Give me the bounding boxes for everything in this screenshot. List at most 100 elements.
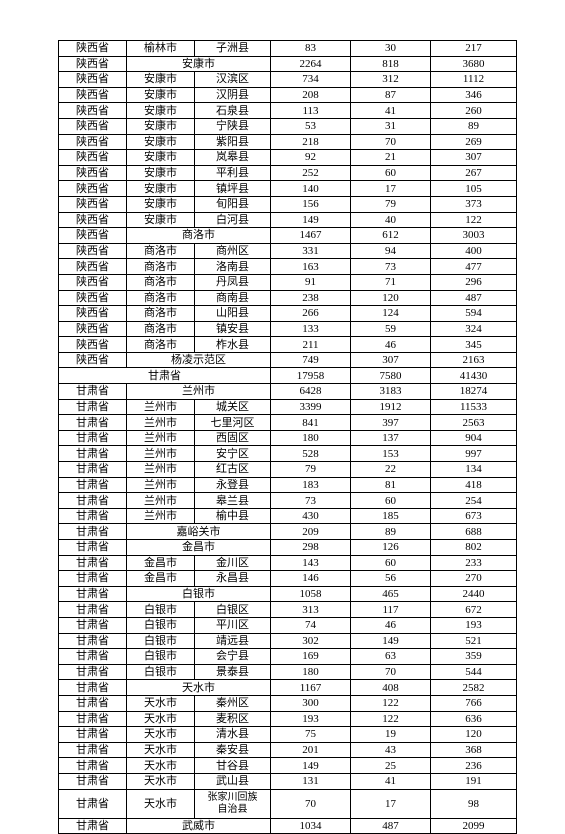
value-cell: 487 [431, 290, 517, 306]
county-cell: 甘谷县 [195, 758, 271, 774]
city-cell: 天水市 [127, 742, 195, 758]
table-row: 陕西省安康市岚皋县9221307 [59, 150, 517, 166]
value-cell: 140 [271, 181, 351, 197]
city-cell: 榆林市 [127, 41, 195, 57]
value-cell: 122 [351, 711, 431, 727]
county-cell: 白银区 [195, 602, 271, 618]
value-cell: 137 [351, 430, 431, 446]
value-cell: 430 [271, 508, 351, 524]
province-cell: 陕西省 [59, 321, 127, 337]
value-cell: 21 [351, 150, 431, 166]
value-cell: 408 [351, 680, 431, 696]
value-cell: 672 [431, 602, 517, 618]
value-cell: 818 [351, 56, 431, 72]
value-cell: 400 [431, 243, 517, 259]
value-cell: 59 [351, 321, 431, 337]
table-row: 甘肃省金昌市金川区14360233 [59, 555, 517, 571]
value-cell: 313 [271, 602, 351, 618]
table-row: 甘肃省兰州市西固区180137904 [59, 430, 517, 446]
value-cell: 70 [351, 664, 431, 680]
table-row: 甘肃省天水市秦安县20143368 [59, 742, 517, 758]
county-cell: 石泉县 [195, 103, 271, 119]
province-cell: 甘肃省 [59, 508, 127, 524]
table-row: 陕西省商洛市洛南县16373477 [59, 259, 517, 275]
value-cell: 688 [431, 524, 517, 540]
value-cell: 149 [351, 633, 431, 649]
value-cell: 1112 [431, 72, 517, 88]
city-cell: 安康市 [127, 150, 195, 166]
city-cell: 天水市 [127, 727, 195, 743]
value-cell: 71 [351, 274, 431, 290]
province-cell: 陕西省 [59, 243, 127, 259]
value-cell: 218 [271, 134, 351, 150]
county-cell: 安宁区 [195, 446, 271, 462]
city-cell: 商洛市 [127, 337, 195, 353]
city-cell: 安康市 [127, 56, 271, 72]
province-cell: 陕西省 [59, 41, 127, 57]
value-cell: 122 [431, 212, 517, 228]
value-cell: 122 [351, 695, 431, 711]
value-cell: 217 [431, 41, 517, 57]
value-cell: 3003 [431, 228, 517, 244]
table-row: 甘肃省兰州市6428318318274 [59, 384, 517, 400]
table-row: 陕西省安康市汉滨区7343121112 [59, 72, 517, 88]
table-row: 甘肃省17958758041430 [59, 368, 517, 384]
city-cell: 商洛市 [127, 290, 195, 306]
province-cell: 甘肃省 [59, 462, 127, 478]
province-cell: 陕西省 [59, 56, 127, 72]
value-cell: 201 [271, 742, 351, 758]
value-cell: 31 [351, 118, 431, 134]
county-cell: 金川区 [195, 555, 271, 571]
county-cell: 岚皋县 [195, 150, 271, 166]
value-cell: 73 [271, 493, 351, 509]
value-cell: 1058 [271, 586, 351, 602]
county-cell: 红古区 [195, 462, 271, 478]
value-cell: 269 [431, 134, 517, 150]
value-cell: 133 [271, 321, 351, 337]
value-cell: 73 [351, 259, 431, 275]
province-cell: 甘肃省 [59, 524, 127, 540]
value-cell: 156 [271, 196, 351, 212]
table-row: 陕西省安康市石泉县11341260 [59, 103, 517, 119]
table-row: 甘肃省天水市麦积区193122636 [59, 711, 517, 727]
city-cell: 兰州市 [127, 446, 195, 462]
table-row: 甘肃省兰州市安宁区528153997 [59, 446, 517, 462]
city-cell: 安康市 [127, 103, 195, 119]
value-cell: 346 [431, 87, 517, 103]
value-cell: 180 [271, 430, 351, 446]
county-cell: 麦积区 [195, 711, 271, 727]
county-cell: 旬阳县 [195, 196, 271, 212]
value-cell: 544 [431, 664, 517, 680]
value-cell: 368 [431, 742, 517, 758]
city-cell: 白银市 [127, 649, 195, 665]
table-row: 甘肃省天水市11674082582 [59, 680, 517, 696]
province-cell: 陕西省 [59, 259, 127, 275]
county-cell: 汉阴县 [195, 87, 271, 103]
city-cell: 安康市 [127, 212, 195, 228]
value-cell: 124 [351, 306, 431, 322]
county-cell: 紫阳县 [195, 134, 271, 150]
data-table: 陕西省榆林市子洲县8330217陕西省安康市22648183680陕西省安康市汉… [58, 40, 517, 834]
table-row: 甘肃省兰州市红古区7922134 [59, 462, 517, 478]
value-cell: 904 [431, 430, 517, 446]
county-cell: 景泰县 [195, 664, 271, 680]
city-cell: 兰州市 [127, 462, 195, 478]
value-cell: 1167 [271, 680, 351, 696]
city-cell: 白银市 [127, 617, 195, 633]
value-cell: 2264 [271, 56, 351, 72]
value-cell: 841 [271, 415, 351, 431]
table-row: 陕西省商洛市商州区33194400 [59, 243, 517, 259]
value-cell: 233 [431, 555, 517, 571]
city-cell: 杨凌示范区 [127, 352, 271, 368]
value-cell: 3183 [351, 384, 431, 400]
table-row: 陕西省榆林市子洲县8330217 [59, 41, 517, 57]
city-cell: 兰州市 [127, 430, 195, 446]
county-cell: 子洲县 [195, 41, 271, 57]
province-cell: 甘肃省 [59, 602, 127, 618]
value-cell: 11533 [431, 399, 517, 415]
province-cell: 陕西省 [59, 87, 127, 103]
value-cell: 105 [431, 181, 517, 197]
province-cell: 甘肃省 [59, 415, 127, 431]
value-cell: 43 [351, 742, 431, 758]
value-cell: 41 [351, 773, 431, 789]
